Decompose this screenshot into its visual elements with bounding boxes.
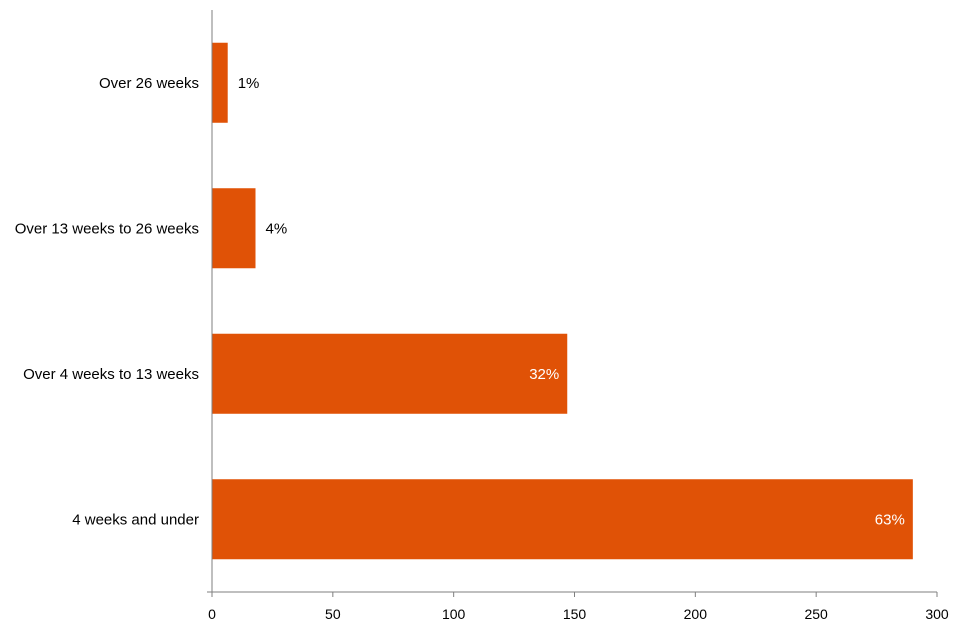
data-label: 1% bbox=[238, 75, 260, 92]
x-axis: 0 50 100 150 200 250 300 bbox=[207, 10, 949, 622]
category-label: 4 weeks and under bbox=[72, 511, 199, 528]
x-tick-label: 250 bbox=[804, 606, 828, 622]
x-tick-label: 200 bbox=[684, 606, 708, 622]
data-label: 4% bbox=[266, 220, 288, 237]
category-labels: Over 26 weeks Over 13 weeks to 26 weeks Ov… bbox=[15, 75, 199, 529]
data-label: 63% bbox=[875, 511, 905, 528]
bar bbox=[212, 188, 256, 269]
x-tick-label: 50 bbox=[325, 606, 341, 622]
x-tick-label: 150 bbox=[563, 606, 587, 622]
bars bbox=[212, 42, 913, 560]
data-labels: 1% 4% 32% 63% bbox=[238, 75, 905, 529]
bar bbox=[212, 333, 568, 414]
x-tick-label: 300 bbox=[925, 606, 949, 622]
x-tick-label: 0 bbox=[208, 606, 216, 622]
category-label: Over 26 weeks bbox=[99, 75, 199, 92]
category-label: Over 13 weeks to 26 weeks bbox=[15, 220, 199, 237]
data-label: 32% bbox=[529, 366, 559, 383]
bar bbox=[212, 42, 228, 123]
x-tick-label: 100 bbox=[442, 606, 466, 622]
category-label: Over 4 weeks to 13 weeks bbox=[23, 366, 199, 383]
bar bbox=[212, 479, 913, 560]
